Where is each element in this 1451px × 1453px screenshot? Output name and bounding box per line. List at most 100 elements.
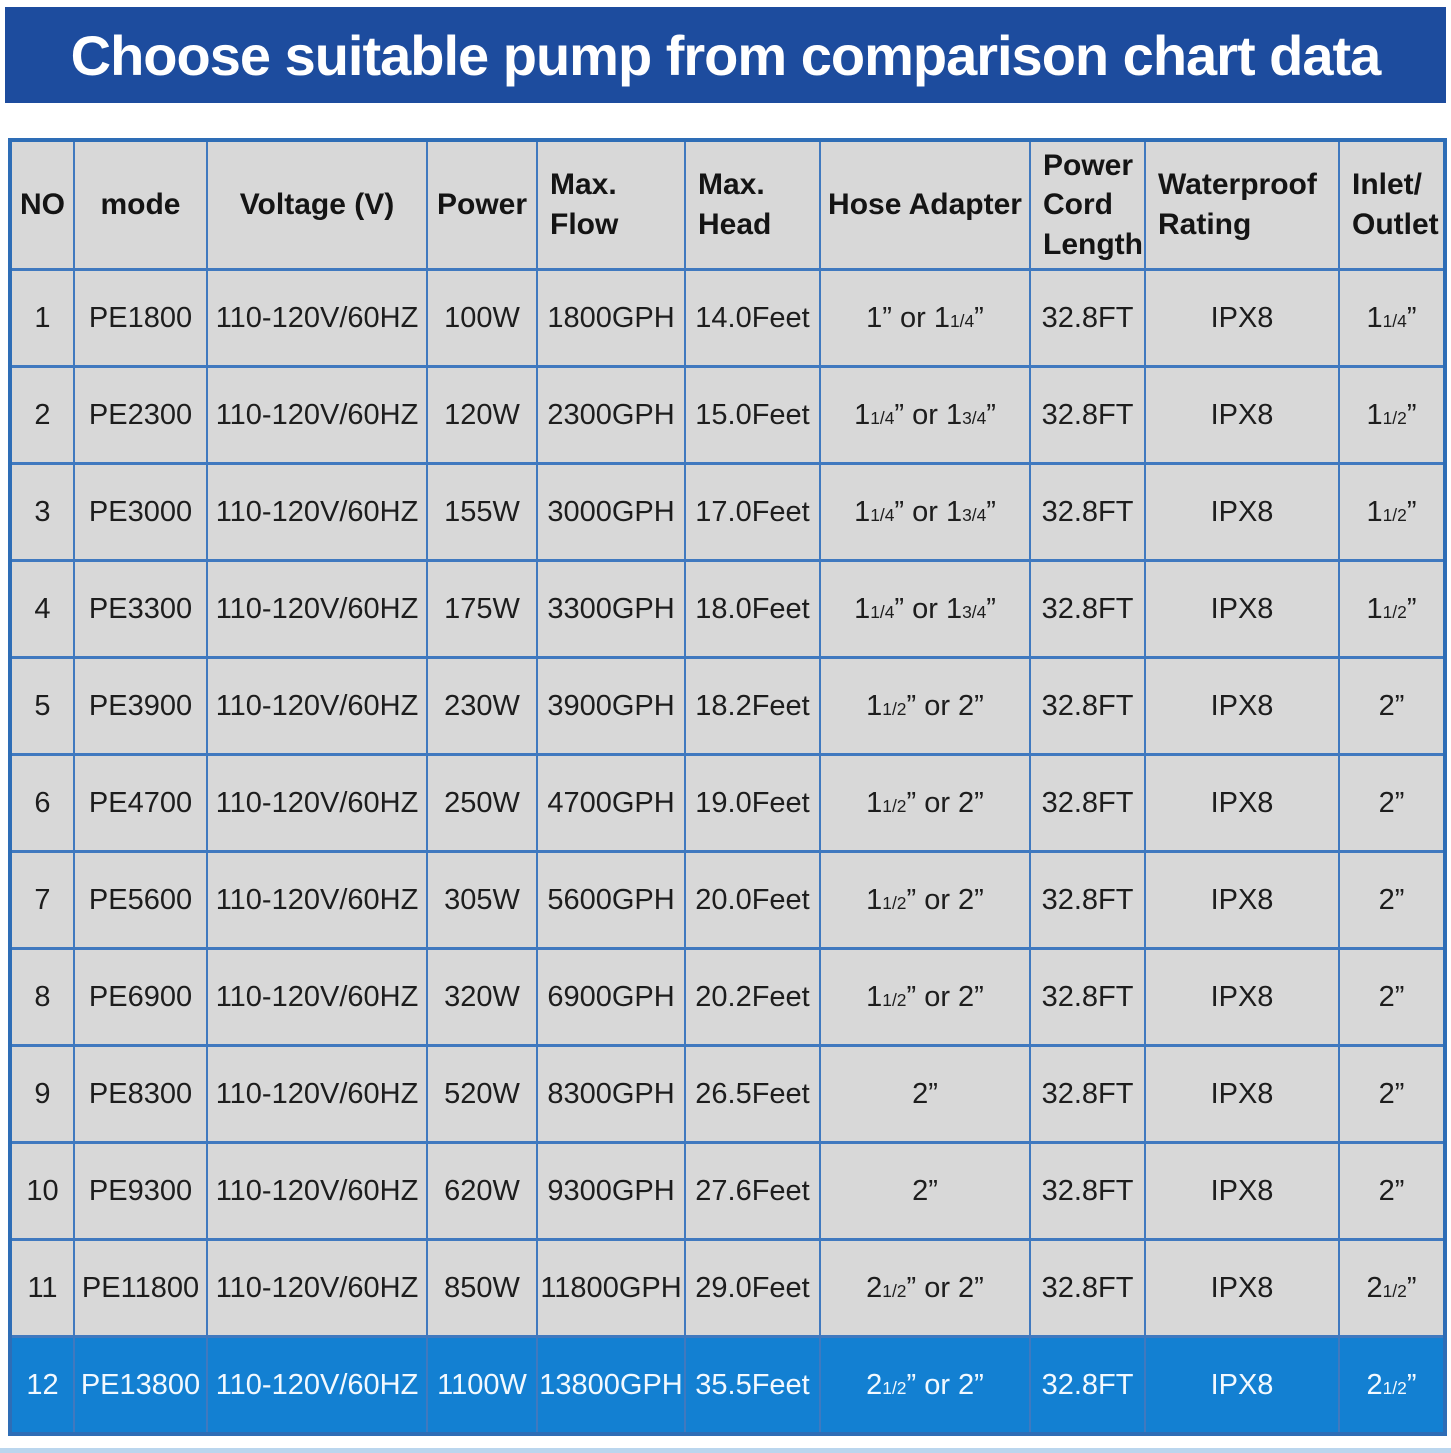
table-cell-inlet-outlet: 11/4” (1338, 268, 1446, 368)
table-cell-inlet-outlet: 11/2” (1338, 365, 1446, 465)
pump-comparison-table: NO mode Voltage (V) Power Max. Flow Max. Head… (8, 138, 1447, 1436)
banner-title: Choose suitable pump from comparison cha… (70, 23, 1382, 87)
table-cell-inlet-outlet: 2” (1338, 850, 1446, 950)
table-cell-power: 1100W (426, 1335, 538, 1436)
table-cell-hose-adapter: 1” or 11/4” (819, 268, 1031, 368)
table-cell-waterproof-rating: IPX8 (1144, 1044, 1340, 1144)
fraction: 1/4 (949, 310, 975, 331)
table-cell-power-cord-length: 32.8FT (1029, 850, 1146, 950)
table-cell-voltage: 110-120V/60HZ (206, 1335, 428, 1436)
table-cell-max-head: 17.0Feet (684, 462, 821, 562)
fraction: 1/2 (1382, 1377, 1407, 1398)
table-cell-power-cord-length: 32.8FT (1029, 462, 1146, 562)
table-cell-power-cord-length: 32.8FT (1029, 365, 1146, 465)
table-cell-max-flow: 11800GPH (536, 1238, 686, 1338)
table-cell-waterproof-rating: IPX8 (1144, 462, 1340, 562)
table-cell-voltage: 110-120V/60HZ (206, 947, 428, 1047)
table-cell-voltage: 110-120V/60HZ (206, 1044, 428, 1144)
table-cell-max-head: 15.0Feet (684, 365, 821, 465)
table-cell-max-flow: 6900GPH (536, 947, 686, 1047)
fraction: 3/4 (962, 504, 987, 525)
table-cell-voltage: 110-120V/60HZ (206, 462, 428, 562)
table-cell-inlet-outlet: 21/2” (1338, 1335, 1446, 1436)
column-header-max-head: Max. Head (684, 138, 821, 271)
table-cell-power: 250W (426, 753, 538, 853)
table-cell-inlet-outlet: 11/2” (1338, 559, 1446, 659)
banner: Choose suitable pump from comparison cha… (5, 7, 1446, 103)
table-cell-waterproof-rating: IPX8 (1144, 753, 1340, 853)
table-cell-hose-adapter: 11/2” or 2” (819, 850, 1031, 950)
table-cell-mode: PE11800 (73, 1238, 208, 1338)
table-cell-max-head: 29.0Feet (684, 1238, 821, 1338)
table-cell-power: 175W (426, 559, 538, 659)
table-cell-no: 2 (9, 365, 75, 465)
table-cell-mode: PE9300 (73, 1141, 208, 1241)
table-cell-mode: PE4700 (73, 753, 208, 853)
table-cell-mode: PE6900 (73, 947, 208, 1047)
fraction: 1/2 (1382, 504, 1407, 525)
table-cell-no: 7 (9, 850, 75, 950)
fraction: 1/2 (882, 1377, 907, 1398)
table-row: 6 PE4700 110-120V/60HZ 250W 4700GPH 19.0Feet 1… (9, 753, 1446, 853)
table-cell-max-head: 18.2Feet (684, 656, 821, 756)
table-cell-hose-adapter: 11/4” or 13/4” (819, 462, 1031, 562)
table-cell-no: 3 (9, 462, 75, 562)
table-cell-no: 4 (9, 559, 75, 659)
table-cell-power: 120W (426, 365, 538, 465)
table-cell-mode: PE13800 (73, 1335, 208, 1436)
fraction: 1/2 (882, 795, 907, 816)
table-cell-mode: PE2300 (73, 365, 208, 465)
table-cell-hose-adapter: 11/4” or 13/4” (819, 559, 1031, 659)
table-cell-max-head: 18.0Feet (684, 559, 821, 659)
fraction: 3/4 (962, 601, 987, 622)
table-cell-no: 1 (9, 268, 75, 368)
table-row: 7 PE5600 110-120V/60HZ 305W 5600GPH 20.0Feet 1… (9, 850, 1446, 950)
table-cell-mode: PE5600 (73, 850, 208, 950)
table-row: 9 PE8300 110-120V/60HZ 520W 8300GPH 26.5Feet 2… (9, 1044, 1446, 1144)
table-cell-hose-adapter: 2” (819, 1141, 1031, 1241)
table-row: 11 PE11800 110-120V/60HZ 850W 11800GPH 29.0Fe… (9, 1238, 1446, 1338)
table-cell-power-cord-length: 32.8FT (1029, 1044, 1146, 1144)
table-cell-no: 5 (9, 656, 75, 756)
table-cell-no: 10 (9, 1141, 75, 1241)
table-cell-waterproof-rating: IPX8 (1144, 559, 1340, 659)
column-header-hose-adapter: Hose Adapter (819, 138, 1031, 271)
table-cell-power: 100W (426, 268, 538, 368)
table-cell-waterproof-rating: IPX8 (1144, 1335, 1340, 1436)
table-cell-power: 620W (426, 1141, 538, 1241)
table-cell-max-head: 20.2Feet (684, 947, 821, 1047)
table-cell-inlet-outlet: 2” (1338, 753, 1446, 853)
table-cell-max-head: 26.5Feet (684, 1044, 821, 1144)
fraction: 1/2 (1382, 601, 1407, 622)
table-cell-max-head: 14.0Feet (684, 268, 821, 368)
table-cell-power-cord-length: 32.8FT (1029, 656, 1146, 756)
table-row: 3 PE3000 110-120V/60HZ 155W 3000GPH 17.0Feet 1… (9, 462, 1446, 562)
table-cell-voltage: 110-120V/60HZ (206, 850, 428, 950)
table-cell-hose-adapter: 2” (819, 1044, 1031, 1144)
table-cell-inlet-outlet: 2” (1338, 947, 1446, 1047)
table-cell-voltage: 110-120V/60HZ (206, 365, 428, 465)
table-cell-mode: PE8300 (73, 1044, 208, 1144)
table-cell-max-flow: 4700GPH (536, 753, 686, 853)
table-cell-voltage: 110-120V/60HZ (206, 559, 428, 659)
fraction: 1/4 (870, 504, 895, 525)
table-cell-hose-adapter: 11/2” or 2” (819, 753, 1031, 853)
table-cell-voltage: 110-120V/60HZ (206, 1141, 428, 1241)
table-cell-inlet-outlet: 11/2” (1338, 462, 1446, 562)
table-cell-no: 12 (9, 1335, 75, 1436)
table-cell-mode: PE3900 (73, 656, 208, 756)
table-cell-max-head: 27.6Feet (684, 1141, 821, 1241)
table-cell-hose-adapter: 21/2” or 2” (819, 1238, 1031, 1338)
fraction: 1/2 (882, 698, 907, 719)
table-cell-mode: PE3300 (73, 559, 208, 659)
table-cell-waterproof-rating: IPX8 (1144, 656, 1340, 756)
table-cell-max-flow: 8300GPH (536, 1044, 686, 1144)
column-header-no: NO (9, 138, 75, 271)
fraction: 1/2 (1382, 407, 1407, 428)
table-cell-inlet-outlet: 2” (1338, 1044, 1446, 1144)
table-cell-inlet-outlet: 2” (1338, 656, 1446, 756)
column-header-mode: mode (73, 138, 208, 271)
table-cell-power: 305W (426, 850, 538, 950)
table-cell-max-head: 35.5Feet (684, 1335, 821, 1436)
table-cell-power-cord-length: 32.8FT (1029, 1141, 1146, 1241)
